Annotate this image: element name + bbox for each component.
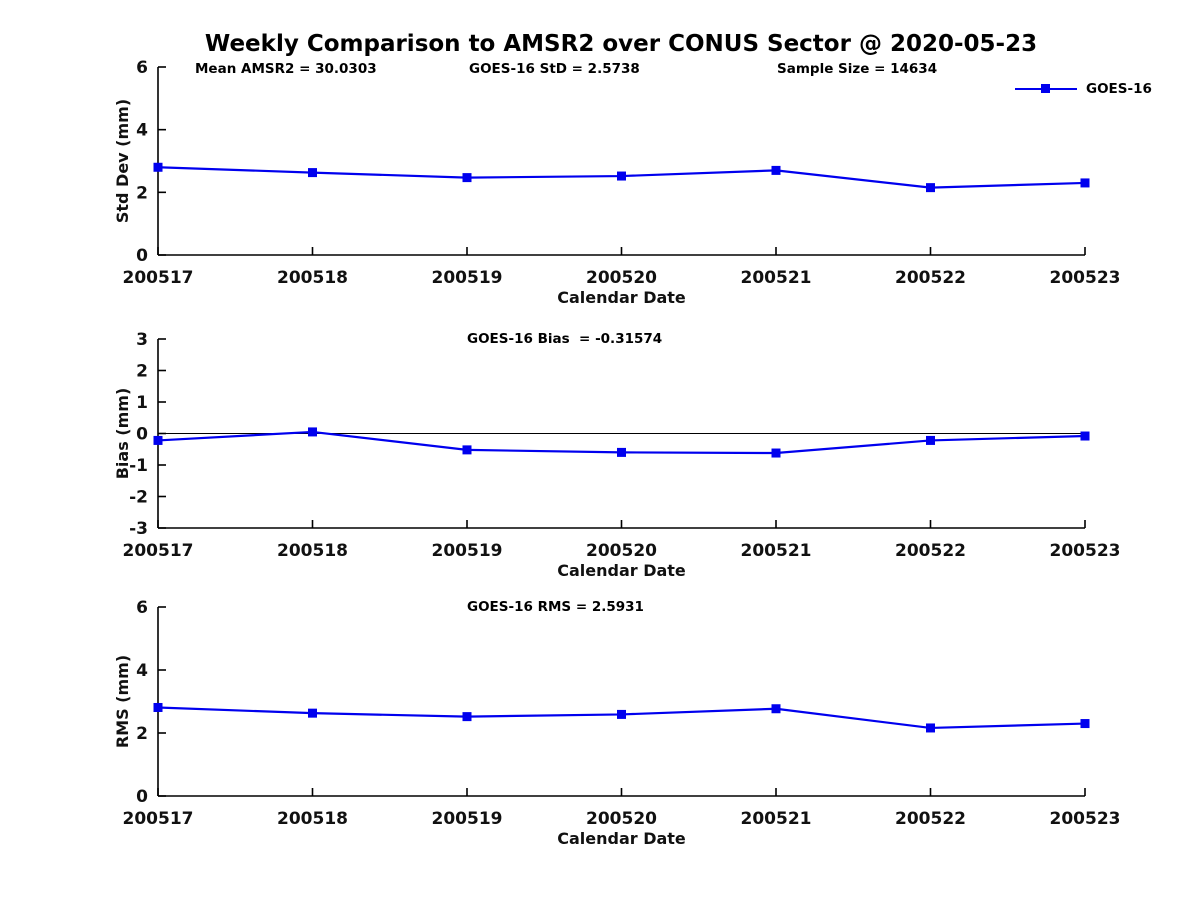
y-tick-label: 2: [136, 724, 148, 744]
x-tick-label: 200518: [277, 541, 348, 561]
x-tick-label: 200517: [123, 541, 194, 561]
y-axis-title: RMS (mm): [113, 655, 132, 748]
data-point-marker: [926, 183, 935, 193]
y-tick-label: 4: [136, 121, 148, 141]
x-tick-label: 200517: [123, 268, 194, 288]
y-tick-label: 1: [136, 393, 148, 413]
data-point-marker: [926, 435, 935, 445]
y-tick-label: -1: [129, 456, 148, 476]
y-axis-title: Bias (mm): [113, 388, 132, 480]
x-tick-label: 200518: [277, 809, 348, 829]
chart-annotation-bias: GOES-16 Bias = -0.31574: [467, 331, 663, 347]
y-tick-label: 6: [136, 58, 148, 78]
annotation-sample-size: Sample Size = 14634: [777, 61, 938, 77]
data-point-marker: [771, 165, 781, 175]
x-tick-label: 200519: [432, 809, 503, 829]
x-tick-label: 200523: [1050, 809, 1121, 829]
data-point-marker: [308, 708, 317, 718]
data-point-marker: [1080, 431, 1090, 441]
x-tick-label: 200521: [741, 809, 812, 829]
chart-annotation-rms: GOES-16 RMS = 2.5931: [467, 599, 644, 615]
data-point-marker: [308, 427, 317, 437]
y-tick-label: -2: [129, 488, 148, 508]
y-tick-label: 2: [136, 362, 148, 382]
x-tick-label: 200523: [1050, 268, 1121, 288]
y-tick-label: 0: [136, 787, 148, 807]
data-point-marker: [153, 162, 163, 172]
y-tick-label: 6: [136, 598, 148, 618]
y-tick-label: 0: [136, 425, 148, 445]
x-tick-label: 200519: [432, 268, 503, 288]
y-tick-label: 2: [136, 183, 148, 203]
data-point-marker: [153, 435, 163, 445]
data-point-marker: [617, 171, 626, 181]
x-tick-label: 200518: [277, 268, 348, 288]
y-tick-label: 3: [136, 330, 148, 350]
data-point-marker: [153, 702, 163, 712]
x-tick-label: 200522: [895, 541, 966, 561]
x-tick-label: 200519: [432, 541, 503, 561]
x-tick-label: 200521: [741, 541, 812, 561]
annotation-mean-amsr2: Mean AMSR2 = 30.0303: [195, 61, 377, 77]
data-point-marker: [462, 712, 472, 722]
data-point-marker: [771, 704, 781, 714]
data-point-marker: [308, 168, 317, 178]
data-point-marker: [926, 723, 935, 733]
x-tick-label: 200520: [586, 541, 657, 561]
data-point-marker: [771, 448, 781, 458]
x-tick-label: 200523: [1050, 541, 1121, 561]
x-tick-label: 200521: [741, 268, 812, 288]
data-point-marker: [617, 709, 626, 719]
x-tick-label: 200522: [895, 809, 966, 829]
annotation-goes16-std: GOES-16 StD = 2.5738: [469, 61, 640, 77]
x-tick-label: 200522: [895, 268, 966, 288]
data-point-marker: [617, 447, 626, 457]
x-tick-label: 200520: [586, 809, 657, 829]
y-tick-label: -3: [129, 519, 148, 539]
data-point-marker: [462, 445, 472, 455]
legend: GOES-16: [1015, 81, 1152, 97]
data-point-marker: [1080, 178, 1090, 188]
legend-label: GOES-16: [1086, 81, 1152, 97]
x-axis-title: Calendar Date: [557, 288, 686, 307]
y-tick-label: 0: [136, 246, 148, 266]
legend-line-swatch: [1015, 84, 1077, 93]
x-tick-label: 200517: [123, 809, 194, 829]
y-axis-title: Std Dev (mm): [113, 99, 132, 223]
x-tick-label: 200520: [586, 268, 657, 288]
y-tick-label: 4: [136, 661, 148, 681]
figure-title: Weekly Comparison to AMSR2 over CONUS Se…: [204, 31, 1038, 57]
x-axis-title: Calendar Date: [557, 829, 686, 848]
x-axis-title: Calendar Date: [557, 561, 686, 580]
data-point-marker: [462, 173, 472, 183]
data-point-marker: [1080, 719, 1090, 729]
